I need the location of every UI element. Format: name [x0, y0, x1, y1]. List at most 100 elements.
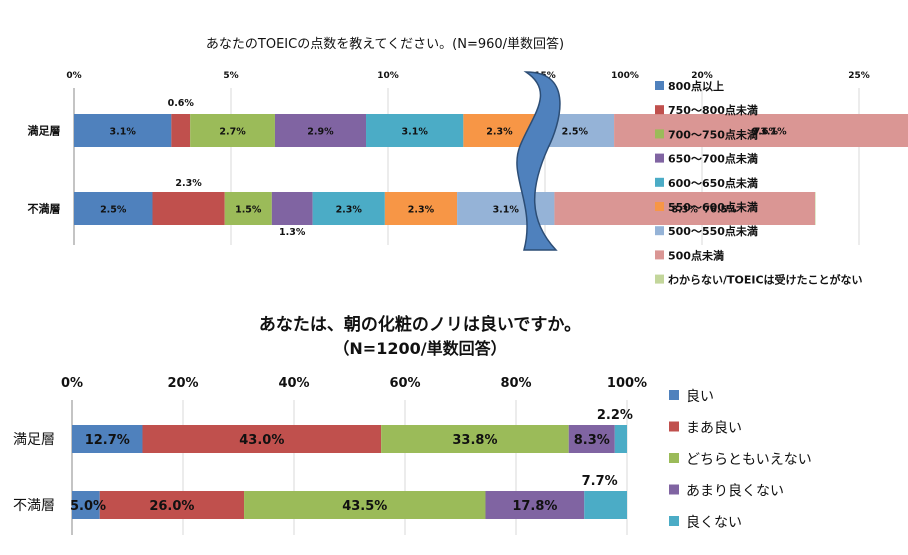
chart1-data-label: 9.6% [752, 127, 779, 138]
chart2-legend-label: あまり良くない [686, 484, 784, 500]
chart2-legend-swatch [669, 484, 679, 495]
chart2-title: あなたは、朝の化粧のノリは良いですか。 [259, 314, 581, 335]
chart1-data-labels: 3.1% 0.6% 2.7% 2.9% 3.1% 2.3% 2.5% 9.6%73.1% 2.5… [100, 98, 787, 238]
chart1-data-label: 3.1% [402, 127, 429, 138]
chart2-bar-segment [99, 491, 245, 519]
chart2-bar-segment [584, 491, 627, 519]
chart1-data-label: 73.1% [754, 127, 787, 138]
chart2-x-tick: 80% [500, 376, 531, 391]
chart2-data-label: 17.8% [512, 499, 557, 514]
chart1-legend-label: 500～550点未満 [668, 224, 758, 238]
chart1-data-label: 2.5% [100, 205, 127, 216]
chart1-data-label: 2.3% [336, 205, 363, 216]
chart2-data-label: 5.0% [70, 499, 106, 514]
chart2-bar-segment [72, 425, 143, 453]
chart2-legend-label: どちらともいえない [686, 452, 812, 468]
chart1-bar-segment [171, 114, 191, 147]
chart1-bar-segment [190, 114, 275, 147]
chart1-legend-swatch [655, 81, 664, 90]
chart1-x-tick: 10% [377, 71, 399, 81]
chart1-bar-segment [74, 114, 172, 147]
chart2-data-label: 7.7% [582, 474, 618, 489]
chart1-bars [74, 114, 908, 225]
chart1-data-label: 2.3% [408, 205, 435, 216]
chart1-legend-swatch [655, 202, 664, 211]
chart1-data-label: 0.6% [168, 98, 195, 109]
chart1-bar-segment [554, 192, 816, 225]
chart1-data-label: 3.1% [109, 127, 136, 138]
chart1-data-label: 2.7% [219, 127, 246, 138]
chart1-title: あなたのTOEICの点数を教えてください。(N=960/単数回答) [206, 36, 564, 52]
chart2-x-tick: 100% [607, 376, 647, 391]
chart1-data-label: 2.5% [562, 127, 589, 138]
chart1-legend-swatch [655, 129, 664, 139]
chart1-bar-segment [74, 192, 153, 225]
chart1-legend-label: 500点未満 [668, 248, 724, 262]
chart1-legend-swatch [655, 177, 664, 187]
chart1-bar-segment [271, 192, 313, 225]
chart2-data-labels: 12.7% 43.0% 33.8% 8.3% 2.2% 5.0% 26.0% 43.5% 17.… [70, 408, 633, 514]
chart2-legend-swatch [669, 516, 679, 526]
chart2-bar-segment [614, 425, 627, 453]
chart1-legend-label: 650～700点未満 [668, 152, 758, 166]
chart2-data-label: 43.0% [239, 433, 284, 448]
chart1-bar-segment [312, 192, 385, 225]
chart2-bars [72, 425, 627, 519]
chart1-bar-segment [274, 114, 367, 147]
chart2-x-tick: 0% [61, 376, 83, 391]
chart1-data-label: 2.9% [307, 127, 334, 138]
chart1-legend-swatch [655, 153, 664, 163]
chart1-bar-segment [384, 192, 458, 225]
chart2-bar-segment [568, 425, 615, 453]
chart2-bar-segment [72, 491, 100, 519]
chart1-legend-swatch [655, 250, 664, 260]
chart2-x-tick: 40% [278, 376, 309, 391]
chart2-subtitle: （N=1200/単数回答） [333, 339, 506, 358]
chart2-legend-label: 良くない [686, 515, 742, 531]
chart2-x-ticks: 0% 20% 40% 60% 80% 100% [61, 376, 647, 391]
chart2-category-label: 満足層 [13, 432, 55, 448]
chart2-bar-segment [381, 425, 569, 453]
chart2-bar-segment [142, 425, 382, 453]
chart1-data-label: 2.3% [175, 178, 202, 189]
chart1-legend: 800点以上 750～800点未満 700～750点未満 650～700点未満 600～… [655, 79, 863, 287]
chart2-category-label: 不満層 [13, 498, 55, 514]
chart1-bar-segment [152, 192, 225, 225]
chart1-x-tick: 100% [611, 71, 639, 81]
chart1-x-tick: 0% [66, 71, 81, 81]
chart1-legend-label: 700～750点未満 [668, 127, 758, 141]
chart1-x-tick: 5% [223, 71, 238, 81]
chart2-data-label: 43.5% [342, 499, 387, 514]
chart2-data-label: 8.3% [574, 433, 610, 448]
chart1-category-label: 満足層 [28, 124, 61, 138]
chart1-legend-swatch [655, 226, 664, 236]
chart2-legend-swatch [669, 453, 679, 463]
chart2-data-label: 33.8% [452, 433, 497, 448]
chart1-x-ticks: 0%5%10%15%20%25%100% [66, 71, 869, 81]
chart2-legend-label: まあ良い [686, 421, 742, 437]
chart1-bar-segment [815, 192, 816, 225]
chart1-data-label: 1.5% [235, 205, 262, 216]
chart1-legend-swatch [655, 105, 664, 115]
chart1-data-label: 2.3% [486, 127, 513, 138]
chart1-legend-label: 750～800点未満 [668, 103, 758, 117]
chart2-data-label: 26.0% [149, 499, 194, 514]
chart2-x-tick: 60% [389, 376, 420, 391]
chart1-legend-swatch [655, 274, 664, 284]
chart2-data-label: 2.2% [597, 408, 633, 423]
axis-break-wave [516, 71, 561, 251]
chart1-legend-label: 550～600点未満 [668, 200, 758, 214]
chart1-category-label: 不満層 [28, 202, 61, 216]
chart1-x-tick: 25% [848, 71, 870, 81]
chart1-data-label: 3.1% [493, 205, 520, 216]
chart2-data-label: 12.7% [85, 433, 130, 448]
chart2-legend-label: 良い [686, 389, 714, 405]
chart2-legend-swatch [669, 390, 679, 400]
chart1-data-label: 8.3% [672, 205, 699, 216]
chart1-bar-segment [224, 192, 272, 225]
chart1-legend-label: 600～650点未満 [668, 176, 758, 190]
